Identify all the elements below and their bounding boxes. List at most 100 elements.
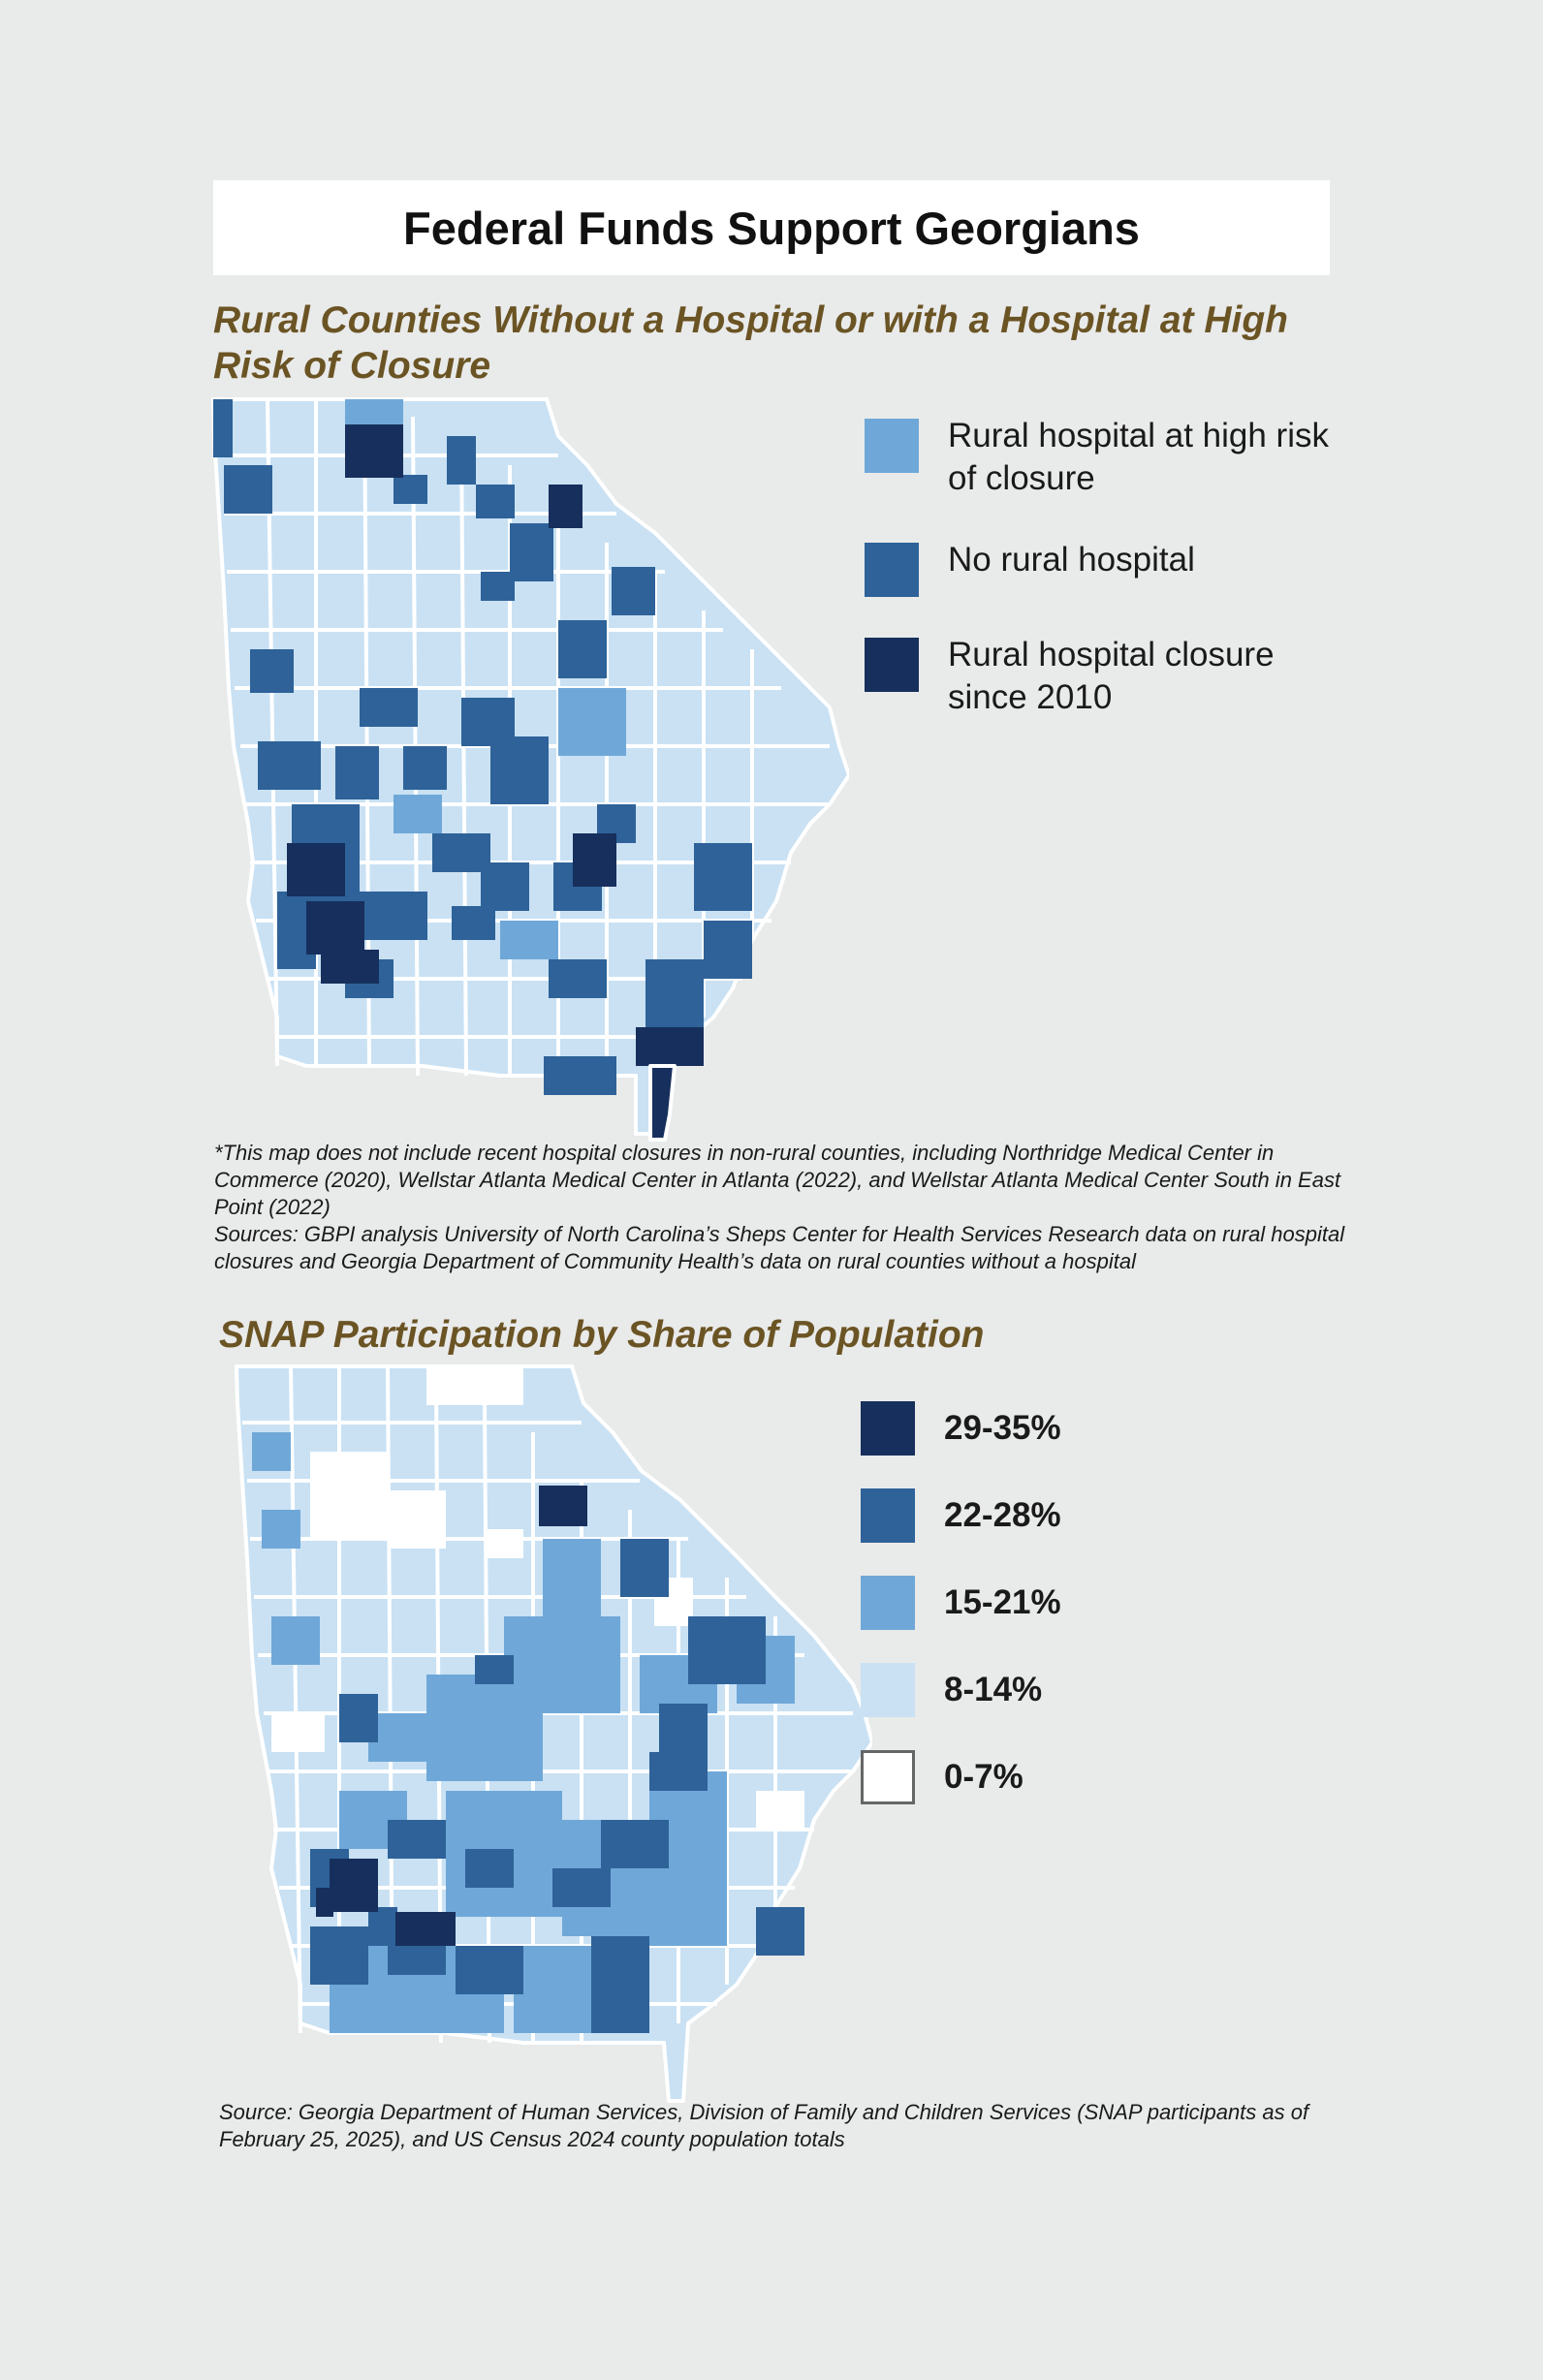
hospital-map-source: Sources: GBPI analysis University of Nor…: [214, 1222, 1345, 1273]
county-none: [213, 399, 233, 457]
county-none: [646, 959, 704, 1027]
legend-label: 29-35%: [944, 1409, 1061, 1447]
county-22-28: [310, 1926, 368, 1985]
snap-0-7-counties: [271, 1366, 804, 1830]
county-closure: [345, 424, 403, 478]
county-29-35: [539, 1486, 587, 1526]
legend-swatch: [861, 1401, 915, 1456]
county-none: [403, 746, 447, 790]
county-none: [612, 567, 655, 615]
county-closure: [573, 833, 616, 887]
county-22-28: [465, 1849, 514, 1888]
county-none: [355, 892, 427, 940]
snap-29-35-counties: [316, 1486, 587, 1946]
county-risk: [500, 921, 558, 959]
hospital-map: [211, 397, 849, 1142]
snap-map: [235, 1364, 872, 2103]
snap-map-title: SNAP Participation by Share of Populatio…: [219, 1314, 985, 1356]
county-0-7: [756, 1791, 804, 1830]
county-closure: [306, 901, 364, 955]
county-29-35: [330, 1859, 378, 1912]
county-0-7: [485, 1529, 523, 1558]
county-22-28: [649, 1752, 708, 1791]
county-none: [558, 620, 607, 678]
county-29-35: [316, 1888, 333, 1917]
county-22-28: [756, 1907, 804, 1956]
title-banner: Federal Funds Support Georgians: [213, 180, 1330, 275]
legend-item-29-35: 29-35%: [861, 1401, 1061, 1456]
county-none: [250, 649, 294, 693]
county-none: [704, 921, 752, 979]
hospital-map-footnote: *This map does not include recent hospit…: [214, 1141, 1341, 1219]
county-22-28: [339, 1694, 378, 1742]
legend-item-0-7: 0-7%: [861, 1750, 1023, 1804]
county-closure: [648, 1064, 677, 1142]
county-22-28: [688, 1616, 766, 1684]
legend-label: 15-21%: [944, 1583, 1061, 1621]
legend-swatch: [861, 1750, 915, 1804]
legend-item-closure: Rural hospital closure since 2010: [865, 636, 1355, 719]
hospital-risk-counties: [345, 399, 626, 959]
county-none: [258, 741, 321, 790]
county-none: [490, 736, 549, 804]
legend-item-none: No rural hospital: [865, 541, 1355, 597]
county-15-21: [543, 1539, 601, 1616]
county-none: [510, 523, 553, 581]
county-none: [224, 465, 272, 514]
county-22-28: [475, 1655, 514, 1684]
county-0-7: [388, 1490, 446, 1549]
county-closure: [636, 1027, 704, 1066]
county-none: [394, 475, 427, 504]
county-22-28: [601, 1820, 669, 1868]
legend-swatch: [861, 1488, 915, 1543]
county-none: [694, 843, 752, 911]
county-risk: [558, 688, 626, 756]
county-22-28: [388, 1820, 446, 1859]
county-0-7: [310, 1452, 388, 1539]
county-29-35: [395, 1912, 456, 1946]
county-15-21: [252, 1432, 291, 1471]
legend-item-8-14: 8-14%: [861, 1663, 1042, 1717]
county-none: [544, 1056, 616, 1095]
legend-label: No rural hospital: [948, 541, 1195, 579]
county-none: [447, 436, 476, 485]
hospital-map-title: Rural Counties Without a Hospital or wit…: [213, 299, 1289, 387]
legend-label: Rural hospital closure since 2010: [948, 636, 1275, 716]
county-0-7: [271, 1713, 325, 1752]
legend-label: 8-14%: [944, 1671, 1043, 1708]
legend-label: Rural hospital at high risk of closure: [948, 417, 1329, 497]
county-none: [360, 688, 418, 727]
county-22-28: [456, 1946, 523, 1994]
legend-label: 22-28%: [944, 1496, 1061, 1534]
county-none: [476, 485, 515, 518]
county-22-28: [591, 1936, 649, 2033]
county-none: [549, 959, 607, 998]
county-22-28: [620, 1539, 669, 1597]
county-closure: [287, 843, 345, 896]
county-0-7: [426, 1366, 523, 1405]
page-title: Federal Funds Support Georgians: [403, 202, 1140, 254]
legend-item-risk: Rural hospital at high risk of closure: [865, 417, 1355, 500]
county-risk: [345, 399, 403, 428]
county-22-28: [368, 1907, 397, 1946]
county-15-21: [504, 1616, 620, 1713]
snap-map-source: Source: Georgia Department of Human Serv…: [219, 2100, 1309, 2151]
county-closure: [549, 485, 583, 528]
county-15-21: [262, 1510, 300, 1549]
hospital-map-notes: *This map does not include recent hospit…: [214, 1140, 1348, 1275]
county-none: [481, 862, 529, 911]
county-closure: [321, 950, 379, 984]
legend-swatch: [861, 1663, 915, 1717]
legend-item-22-28: 22-28%: [861, 1488, 1061, 1543]
county-none: [335, 746, 379, 799]
county-15-21: [271, 1616, 320, 1665]
county-22-28: [552, 1868, 611, 1907]
legend-swatch: [865, 543, 919, 597]
county-none: [452, 906, 495, 940]
legend-swatch: [861, 1576, 915, 1630]
legend-swatch: [865, 419, 919, 473]
legend-swatch: [865, 638, 919, 692]
hospital-closure-counties: [287, 424, 704, 1142]
county-none: [481, 572, 515, 601]
county-risk: [394, 795, 442, 833]
